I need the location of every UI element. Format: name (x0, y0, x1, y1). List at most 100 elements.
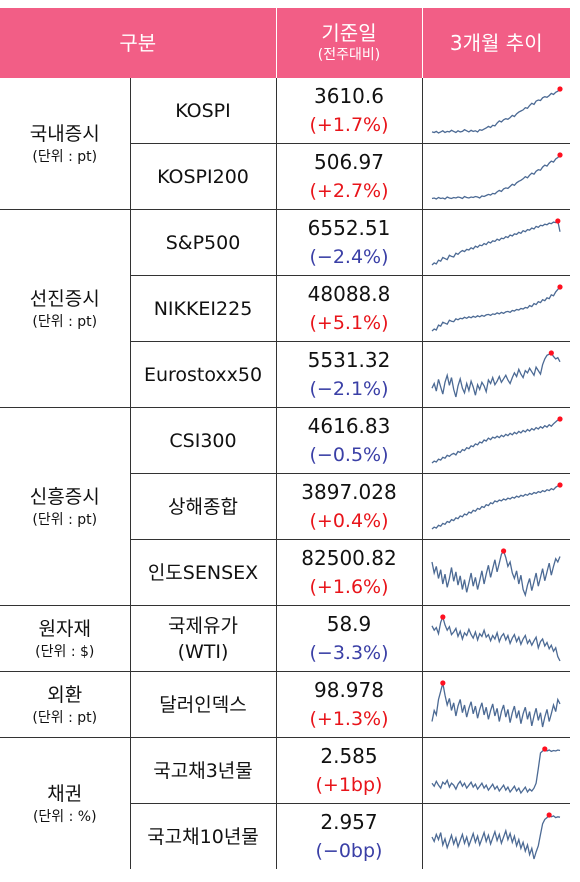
sparkline-peak-marker (440, 679, 446, 686)
sparkline-peak-marker (546, 811, 553, 818)
table-row: 국고채10년물 2.957 (−0bp) (0, 803, 570, 869)
sparkline-path (431, 747, 561, 794)
index-name: Eurostoxx50 (130, 341, 277, 408)
header-base-date-label: 기준일 (321, 21, 377, 45)
weekly-change: (+1.6%) (309, 576, 389, 598)
value-cell: 98.978 (+1.3%) (276, 671, 423, 738)
category-unit: (단위 : pt) (32, 709, 98, 726)
weekly-change: (−0.5%) (309, 444, 389, 466)
value-cell: 2.585 (+1bp) (276, 737, 423, 804)
sparkline-path (431, 219, 561, 265)
value-cell: 82500.82 (+1.6%) (276, 539, 423, 606)
sparkline-svg (431, 481, 563, 529)
index-value: 506.97 (314, 150, 384, 174)
category-cell: 외환 (단위 : pt) (0, 671, 131, 738)
index-value: 82500.82 (301, 546, 397, 570)
sparkline-svg (431, 283, 563, 331)
sparkline-path (432, 88, 561, 134)
sparkline-peak-marker (557, 415, 563, 422)
weekly-change: (−0bp) (315, 840, 383, 862)
sparkline-path (431, 417, 561, 463)
index-name: 국고채3년물 (130, 737, 277, 804)
category-name: 외환 (47, 683, 83, 706)
trend-sparkline (422, 341, 570, 408)
category-cell: 선진증시 (단위 : pt) (0, 209, 131, 408)
index-value: 5531.32 (307, 348, 391, 372)
index-value: 3610.6 (314, 84, 384, 108)
value-cell: 58.9 (−3.3%) (276, 605, 423, 672)
index-value: 2.585 (320, 744, 378, 768)
sparkline-peak-marker (557, 481, 563, 488)
sparkline-path (431, 286, 561, 331)
category-cell: 국내증시 (단위 : pt) (0, 78, 131, 210)
trend-sparkline (422, 275, 570, 342)
value-cell: 3897.028 (+0.4%) (276, 473, 423, 540)
sparkline-svg (431, 613, 561, 661)
sparkline-peak-marker (548, 349, 555, 356)
table-row: NIKKEI225 48088.8 (+5.1%) (0, 275, 570, 342)
category-name: 채권 (47, 782, 83, 805)
category-unit: (단위 : pt) (32, 313, 98, 330)
sparkline-path (432, 154, 561, 200)
sparkline-peak-marker (440, 613, 446, 620)
index-name: KOSPI (130, 78, 277, 144)
category-name: 신흥증시 (29, 485, 100, 508)
trend-sparkline (422, 605, 570, 672)
table-row: 채권 (단위 : %) 국고채3년물 2.585 (+1bp) (0, 737, 570, 869)
header-base-date: 기준일 (전주대비) (275, 8, 422, 78)
value-cell: 3610.6 (+1.7%) (276, 78, 423, 144)
sparkline-svg (431, 547, 561, 597)
index-name: CSI300 (130, 407, 277, 474)
table-row: 신흥증시 (단위 : pt) CSI300 4616.83 (−0.5%) (0, 407, 570, 606)
sparkline-peak-marker (557, 85, 563, 92)
weekly-change: (+0.4%) (309, 510, 389, 532)
category-cell: 원자재 (단위 : $) (0, 605, 131, 672)
index-name: 인도SENSEX (130, 539, 277, 606)
sparkline-svg (431, 745, 561, 794)
table-row: 원자재 (단위 : $) 국제유가 (WTI) 58.9 (−3.3%) (0, 605, 570, 672)
weekly-change: (−3.3%) (309, 642, 389, 664)
trend-sparkline (422, 737, 570, 804)
trend-sparkline (422, 209, 570, 276)
table-row: KOSPI200 506.97 (+2.7%) (0, 143, 570, 210)
category-unit: (단위 : $) (35, 643, 95, 660)
value-cell: 6552.51 (−2.4%) (276, 209, 423, 276)
sparkline-path (431, 483, 561, 529)
index-value: 4616.83 (307, 414, 391, 438)
sparkline-peak-marker (542, 745, 548, 752)
trend-sparkline (422, 539, 570, 606)
header-trend: 3개월 추이 (421, 8, 570, 78)
sparkline-path (431, 351, 561, 397)
sparkline-peak-marker (555, 217, 561, 224)
weekly-change: (−2.4%) (309, 246, 389, 268)
value-cell: 506.97 (+2.7%) (276, 143, 423, 210)
table-row: 인도SENSEX 82500.82 (+1.6%) (0, 539, 570, 606)
weekly-change: (+2.7%) (309, 180, 389, 202)
category-cell: 신흥증시 (단위 : pt) (0, 407, 131, 606)
trend-sparkline (422, 78, 570, 144)
index-name: 국제유가 (WTI) (130, 605, 277, 672)
header-category: 구분 (0, 8, 276, 78)
sparkline-svg (432, 85, 563, 134)
category-name: 선진증시 (29, 287, 100, 310)
header-base-date-sub: (전주대비) (317, 47, 381, 63)
sparkline-path (431, 813, 561, 859)
category-unit: (단위 : pt) (32, 148, 98, 165)
index-value: 48088.8 (307, 282, 391, 306)
sparkline-path (431, 549, 561, 597)
sparkline-svg (431, 679, 561, 727)
weekly-change: (+1bp) (315, 774, 383, 796)
index-value: 6552.51 (307, 216, 391, 240)
sparkline-path (431, 682, 561, 727)
index-name: 국고채10년물 (130, 803, 277, 869)
value-cell: 5531.32 (−2.1%) (276, 341, 423, 408)
weekly-change: (+5.1%) (309, 312, 389, 334)
value-cell: 4616.83 (−0.5%) (276, 407, 423, 474)
table-row: 외환 (단위 : pt) 달러인덱스 98.978 (+1.3%) (0, 671, 570, 738)
category-name: 원자재 (38, 617, 91, 640)
trend-sparkline (422, 473, 570, 540)
weekly-change: (+1.3%) (309, 708, 389, 730)
sparkline-svg (431, 811, 561, 859)
value-cell: 2.957 (−0bp) (276, 803, 423, 869)
index-value: 58.9 (326, 612, 372, 636)
